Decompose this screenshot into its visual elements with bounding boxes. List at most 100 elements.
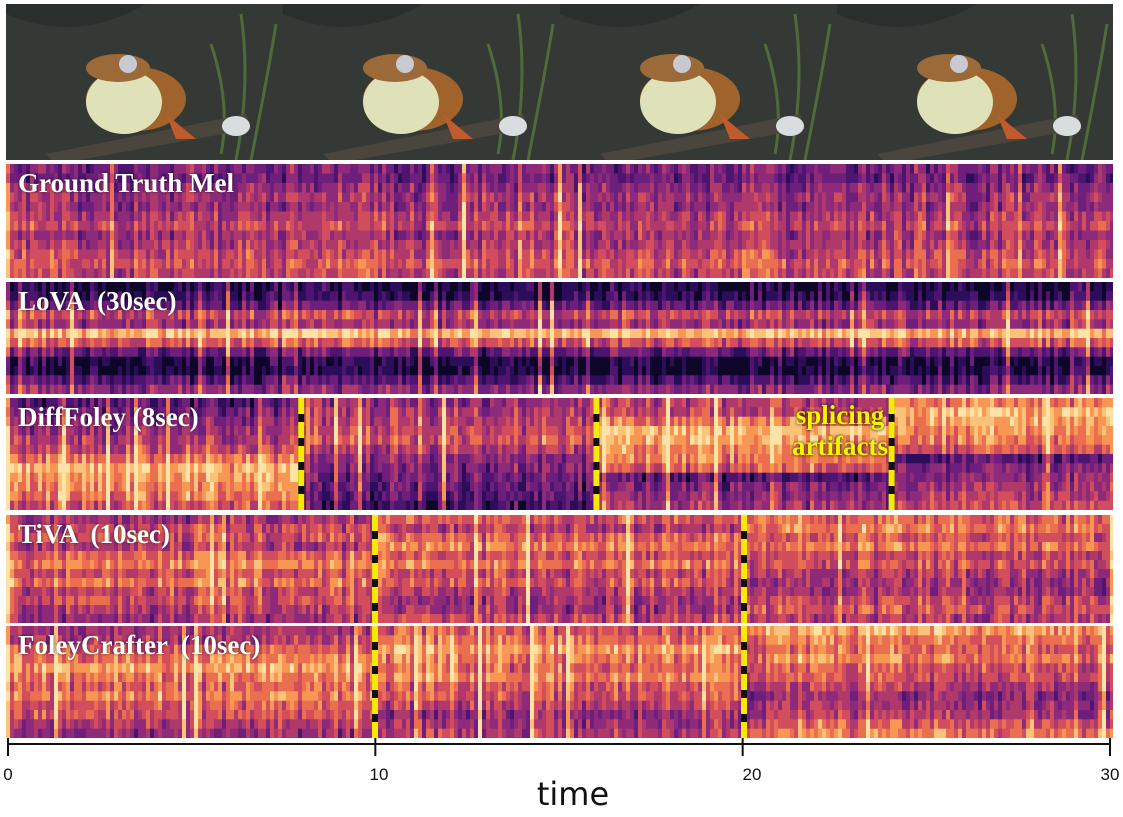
spectrogram-cell (254, 249, 259, 260)
spectrogram-cell (662, 240, 667, 250)
spectrogram-cell (530, 384, 535, 394)
spectrogram-cell (146, 338, 151, 348)
spectrogram-cell (210, 173, 215, 184)
video-frame-3 (560, 4, 837, 160)
spectrogram-cell (538, 183, 543, 193)
spectrogram-cell (210, 300, 215, 311)
spectrogram-cell (518, 310, 523, 320)
spectrogram-cell (394, 173, 399, 184)
spectrogram-cell (74, 221, 79, 231)
spectrogram-cell (542, 173, 547, 184)
spectrogram-cell (198, 291, 203, 302)
spectrogram-cell (430, 164, 435, 174)
spectrogram-cell (786, 259, 791, 269)
spectrogram-cell (502, 211, 507, 222)
spectrogram-cell (370, 375, 375, 386)
spectrogram-cell (338, 202, 343, 212)
spectrogram-cell (738, 230, 743, 241)
spectrogram-cell (410, 310, 415, 320)
spectrogram-cell (606, 230, 611, 241)
spectrogram-cell (798, 183, 803, 193)
spectrogram-cell (518, 347, 523, 358)
spectrogram-cell (78, 173, 83, 184)
spectrogram-cell (306, 366, 311, 376)
spectrogram-cell (706, 230, 711, 241)
spectrogram-cell (630, 230, 635, 241)
spectrogram-cell (22, 173, 27, 184)
spectrogram-cell (458, 259, 463, 269)
spectrogram-cell (706, 202, 711, 212)
spectrogram-cell (26, 375, 31, 386)
spectrogram-cell (470, 300, 475, 311)
spectrogram-cell (250, 375, 255, 386)
spectrogram-cell (898, 249, 903, 260)
spectrogram-cell (222, 202, 227, 212)
spectrogram-cell (870, 173, 875, 184)
spectrogram-cell (194, 173, 199, 184)
spectrogram-cell (26, 338, 31, 348)
spectrogram-cell (566, 202, 571, 212)
spectrogram-cell (714, 230, 719, 241)
spectrogram-cell (38, 183, 43, 193)
spectrogram-cell (118, 240, 123, 250)
spectrogram-cell (38, 202, 43, 212)
spectrogram-cell (646, 192, 651, 203)
spectrogram-cell (774, 164, 779, 174)
spectrogram-cell (638, 230, 643, 241)
spectrogram-cell (982, 202, 987, 212)
spectrogram-cell (598, 202, 603, 212)
spectrogram-cell (270, 211, 275, 222)
spectrogram-cell (534, 282, 539, 292)
spectrogram-cell (550, 347, 555, 358)
spectrogram-cell (902, 249, 907, 260)
spectrogram-cell (850, 240, 855, 250)
spectrogram-cell (202, 300, 207, 311)
spectrogram-cell (1110, 259, 1113, 269)
spectrogram-cell (374, 356, 379, 367)
spectrogram-cell (178, 300, 183, 311)
spectrogram-cell (754, 192, 759, 203)
spectrogram-cell (454, 300, 459, 311)
spectrogram-cell (734, 240, 739, 250)
spectrogram-cell (250, 328, 255, 339)
spectrogram-cell (1038, 221, 1043, 231)
spectrogram-cell (802, 230, 807, 241)
spectrogram-cell (274, 268, 279, 278)
spectrogram-cell (30, 375, 35, 386)
spectrogram-cell (170, 310, 175, 320)
spectrogram-cell (234, 347, 239, 358)
spectrogram-cell (310, 347, 315, 358)
spectrogram-cell (338, 230, 343, 241)
spectrogram-cell (582, 173, 587, 184)
spectrogram-cell (790, 164, 795, 174)
spectrogram-cell (970, 221, 975, 231)
spectrogram-cell (562, 221, 567, 231)
spectrogram-cell (798, 268, 803, 278)
spectrogram-cell (26, 356, 31, 367)
spectrogram-cell (382, 319, 387, 330)
spectrogram-cell (450, 202, 455, 212)
spectrogram-cell (26, 249, 31, 260)
spectrogram-cell (46, 230, 51, 241)
spectrogram-cell (358, 268, 363, 278)
spectrogram-cell (1022, 164, 1027, 174)
spectrogram-cell (578, 164, 583, 174)
spectrogram-cell (366, 375, 371, 386)
spectrogram-cell (934, 183, 939, 193)
spectrogram-cell (786, 230, 791, 241)
spectrogram-cell (394, 282, 399, 292)
spectrogram-cell (826, 249, 831, 260)
spectrogram-cell (18, 230, 23, 241)
spectrogram-cell (622, 202, 627, 212)
spectrogram-cell (378, 211, 383, 222)
spectrogram-cell (310, 310, 315, 320)
spectrogram-cell (246, 183, 251, 193)
spectrogram-cell (306, 375, 311, 386)
spectrogram-cell (1074, 211, 1079, 222)
spectrogram-cell (602, 240, 607, 250)
spectrogram-cell (342, 173, 347, 184)
spectrogram-cell (766, 230, 771, 241)
spectrogram-cell (594, 192, 599, 203)
spectrogram-cell (130, 338, 135, 348)
spectrogram-cell (366, 347, 371, 358)
